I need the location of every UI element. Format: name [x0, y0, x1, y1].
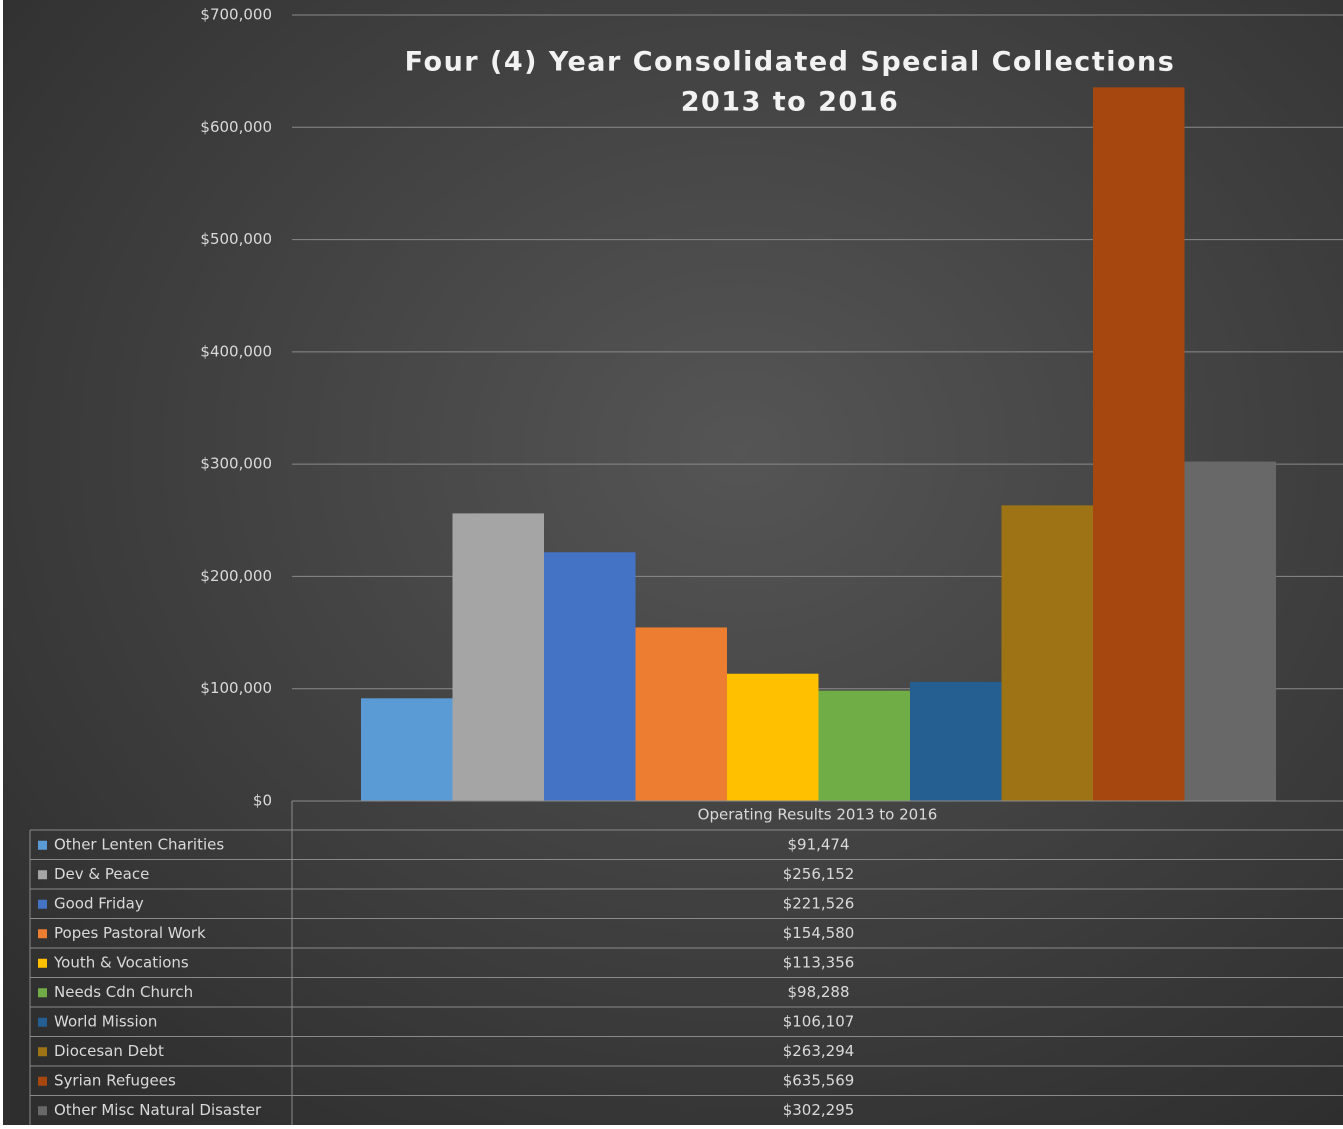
legend-label: World Mission	[54, 1012, 157, 1030]
legend-swatch	[38, 1047, 47, 1057]
bar	[1184, 461, 1276, 801]
legend-swatch	[38, 929, 47, 939]
legend-label: Other Misc Natural Disaster	[54, 1101, 262, 1119]
y-tick-label: $100,000	[200, 679, 272, 697]
bar	[635, 627, 727, 801]
value-label: $106,107	[783, 1012, 855, 1030]
y-tick-label: $300,000	[200, 455, 272, 473]
legend-swatch	[38, 1017, 47, 1027]
bar	[361, 698, 453, 801]
bar	[818, 690, 910, 801]
bar	[1093, 87, 1185, 802]
bar	[544, 552, 636, 801]
value-label: $263,294	[783, 1042, 855, 1060]
legend-swatch	[38, 1106, 47, 1116]
legend-label: Good Friday	[54, 894, 144, 912]
bar	[910, 681, 1002, 801]
y-tick-label: $0	[253, 792, 272, 810]
value-label: $256,152	[783, 865, 855, 883]
legend-label: Youth & Vocations	[53, 953, 189, 971]
value-label: $221,526	[783, 894, 855, 912]
value-label: $98,288	[787, 983, 849, 1001]
value-label: $154,580	[783, 924, 855, 942]
legend-swatch	[38, 870, 47, 880]
legend-swatch	[38, 899, 47, 909]
y-tick-label: $700,000	[200, 6, 272, 24]
bar	[452, 513, 544, 801]
value-label: $635,569	[783, 1071, 855, 1089]
legend-label: Dev & Peace	[54, 865, 149, 883]
legend-label: Syrian Refugees	[54, 1071, 176, 1089]
legend-swatch	[38, 1076, 47, 1086]
y-tick-label: $200,000	[200, 567, 272, 585]
value-label: $91,474	[787, 835, 849, 853]
chart-title: 2013 to 2016	[681, 87, 900, 118]
bar	[727, 673, 819, 801]
y-tick-label: $600,000	[200, 118, 272, 136]
y-tick-label: $400,000	[200, 342, 272, 360]
bar	[1001, 505, 1093, 801]
value-label: $302,295	[783, 1101, 855, 1119]
table-header: Operating Results 2013 to 2016	[698, 806, 938, 824]
legend-label: Needs Cdn Church	[54, 983, 193, 1001]
legend-label: Other Lenten Charities	[54, 835, 224, 853]
value-label: $113,356	[783, 953, 855, 971]
legend-swatch	[38, 958, 47, 968]
legend-label: Diocesan Debt	[54, 1042, 164, 1060]
y-tick-label: $500,000	[200, 230, 272, 248]
legend-label: Popes Pastoral Work	[54, 924, 206, 942]
legend-swatch	[38, 840, 47, 850]
legend-swatch	[38, 988, 47, 998]
chart-title: Four (4) Year Consolidated Special Colle…	[405, 47, 1176, 78]
